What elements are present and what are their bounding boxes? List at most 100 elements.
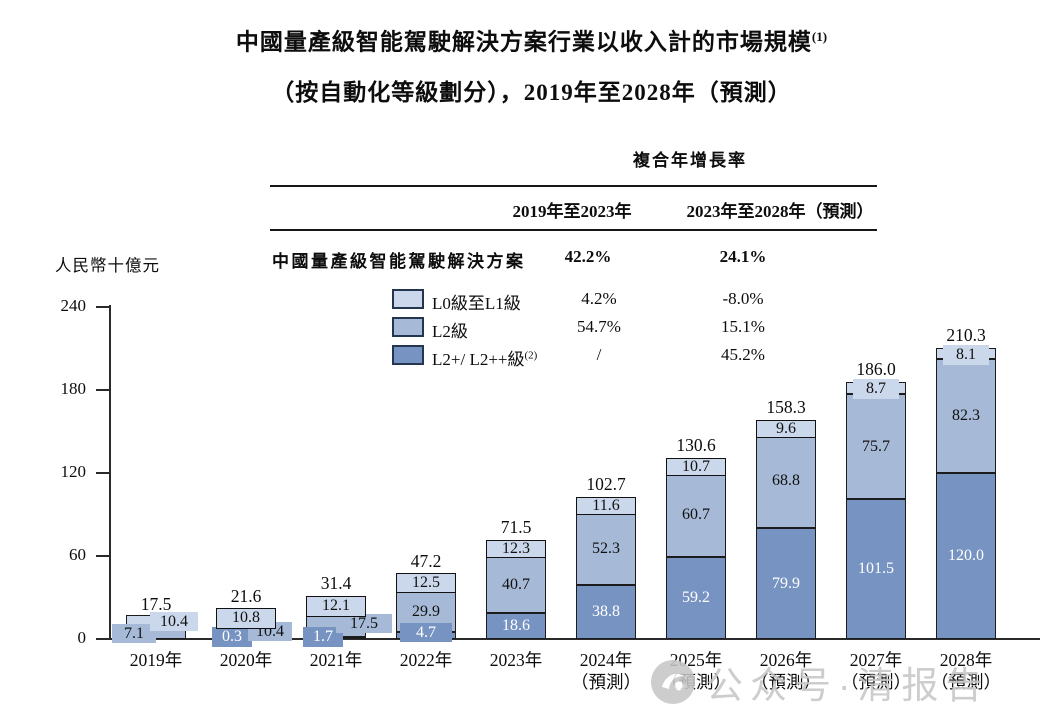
legend-swatch-l0-l1 [392, 289, 424, 309]
segment-value-chip: 11.6 [576, 497, 636, 515]
segment-value-label: 38.8 [592, 603, 620, 620]
segment-value-chip: 12.1 [306, 596, 366, 617]
cagr-row-l2plus-v1: / [596, 345, 602, 364]
y-axis-tick [96, 472, 109, 474]
segment-value-chip: 4.7 [400, 623, 452, 642]
segment-value-chip: 12.5 [396, 573, 456, 593]
cagr-row-l2plus-v2: 45.2% [721, 345, 765, 364]
y-axis-tick [96, 555, 109, 557]
legend-label-l2plus: L2+/ L2++級(2) [432, 349, 538, 369]
watermark: 公众号·清报告 [650, 655, 989, 709]
bar-total-label: 21.6 [230, 586, 262, 606]
segment-value-label: 60.7 [682, 506, 710, 523]
cagr-row-l0-v1: 4.2% [581, 289, 617, 308]
segment-value-label: 40.7 [502, 576, 530, 593]
table-rule-top [270, 185, 877, 187]
watermark-logo-icon [651, 660, 695, 704]
y-axis-unit-label: 人民幣十億元 [55, 256, 160, 275]
legend-footnote-sup: (2) [524, 349, 538, 362]
bar-segment-l2 [486, 557, 546, 613]
segment-value-chip: 10.8 [216, 608, 276, 629]
bar-segment-l2plus [666, 557, 726, 639]
legend-swatch-l2plus [392, 345, 424, 365]
x-axis-label-year: 2024年 [579, 650, 633, 670]
cagr-row-l2-v1: 54.7% [577, 317, 621, 336]
y-axis-tick [96, 306, 109, 308]
y-axis-tick-label: 180 [60, 379, 87, 398]
legend-label-l0-l1: L0級至L1級 [432, 294, 521, 313]
bar-segment-l2 [756, 433, 816, 528]
segment-value-label: 29.9 [412, 603, 440, 620]
segment-value-label: 68.8 [772, 472, 800, 489]
segment-value-chip: 17.5 [336, 614, 392, 633]
segment-value-chip: 12.3 [486, 540, 546, 558]
segment-value-chip: 7.1 [112, 624, 156, 643]
x-axis-label-forecast: （預測） [931, 672, 1001, 692]
segment-value-chip: 8.7 [853, 379, 899, 399]
y-axis-line [109, 305, 111, 639]
segment-value-label: 59.2 [682, 589, 710, 606]
bar-total-label: 130.6 [676, 435, 716, 455]
x-axis-label-year: 2027年 [849, 650, 903, 670]
bar-segment-l2plus [756, 528, 816, 639]
x-axis-label-year: 2021年 [309, 650, 363, 670]
bar-segment-l2plus [576, 585, 636, 639]
x-axis-label-forecast: （預測） [751, 672, 821, 692]
y-axis-tick-label: 60 [69, 545, 86, 564]
segment-value-label: 52.3 [592, 540, 620, 557]
cagr-col-header-2019-2023: 2019年至2023年 [512, 202, 632, 221]
bar-total-label: 186.0 [856, 359, 896, 379]
table-rule-bottom [270, 229, 877, 231]
segment-value-label: 120.0 [948, 547, 984, 564]
page-title: 中國量產級智能駕駛解決方案行業以收入計的市場規模(1) （按自動化等級劃分），2… [0, 22, 1063, 108]
segment-value-label: 75.7 [862, 438, 890, 455]
x-axis-label-year: 2026年 [759, 650, 813, 670]
segment-value-chip: 10.4 [150, 612, 198, 631]
cagr-col-header-2023-2028: 2023年至2028年（預測） [686, 202, 874, 221]
bar-total-label: 71.5 [500, 517, 532, 537]
cagr-row-l2-v2: 15.1% [721, 317, 765, 336]
y-axis-tick [96, 389, 109, 391]
x-axis-line [108, 638, 1040, 640]
x-axis-label-year: 2028年 [939, 650, 993, 670]
legend-label-l2: L2級 [432, 322, 468, 341]
page-title-line1: 中國量產級智能駕駛解決方案行業以收入計的市場規模(1) [235, 29, 828, 55]
title-footnote-sup: (1) [811, 29, 828, 44]
bar-total-label: 210.3 [946, 325, 986, 345]
x-axis-label-year: 2023年 [489, 650, 543, 670]
x-axis-label-forecast: （預測） [841, 672, 911, 692]
cagr-row-total-label: 中國量產級智能駕駛解決方案 [272, 252, 526, 271]
bar-total-label: 158.3 [766, 397, 806, 417]
x-axis-label-year: 2019年 [129, 650, 183, 670]
bar-total-label: 31.4 [320, 573, 352, 593]
bar-total-label: 47.2 [410, 551, 442, 571]
cagr-row-total-v1: 42.2% [564, 247, 612, 266]
segment-value-chip: 0.3 [212, 627, 252, 647]
segment-value-label: 79.9 [772, 575, 800, 592]
y-axis-tick-label: 240 [60, 296, 87, 315]
segment-value-chip: 8.1 [943, 345, 989, 365]
segment-value-chip: 10.7 [666, 458, 726, 476]
bar-segment-l2 [846, 394, 906, 499]
cagr-row-l0-v2: -8.0% [722, 289, 764, 308]
bar-segment-l2plus [486, 613, 546, 639]
y-axis-tick [96, 638, 109, 640]
bar-total-label: 17.5 [140, 594, 172, 614]
bar-segment-l2plus [936, 473, 996, 639]
y-axis-tick-label: 120 [60, 462, 87, 481]
segment-value-chip: 1.7 [303, 627, 343, 647]
segment-value-label: 101.5 [858, 560, 894, 577]
y-axis-tick-label: 0 [77, 628, 87, 647]
x-axis-label-forecast: （預測） [571, 672, 641, 692]
segment-value-label: 82.3 [952, 407, 980, 424]
cagr-table-title: 複合年增長率 [633, 151, 747, 170]
segment-value-chip: 9.6 [756, 420, 816, 438]
watermark-text: 公众号·清报告 [706, 665, 990, 706]
x-axis-label-year: 2022年 [399, 650, 453, 670]
segment-value-label: 18.6 [502, 617, 530, 634]
bar-segment-l2plus [846, 499, 906, 639]
legend-swatch-l2 [392, 317, 424, 337]
bar-segment-l2 [936, 359, 996, 473]
bar-total-label: 102.7 [586, 474, 626, 494]
